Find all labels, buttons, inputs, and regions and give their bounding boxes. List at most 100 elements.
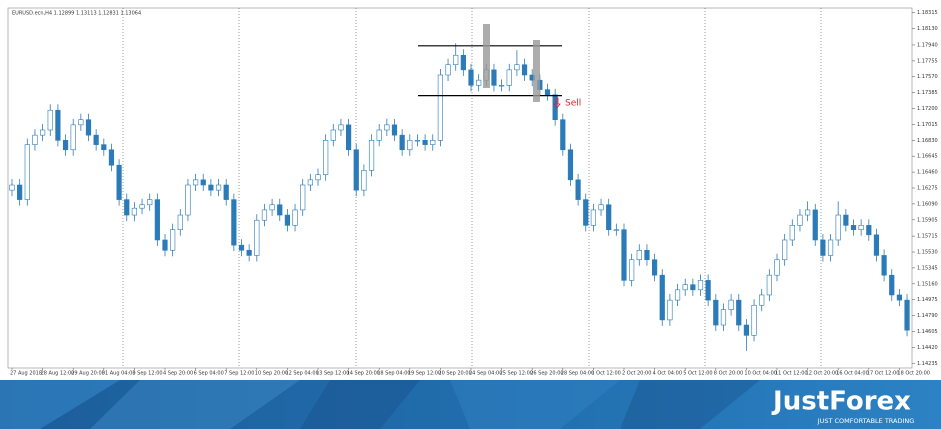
candle-body [629, 259, 635, 281]
candle-body [246, 249, 252, 256]
candle-body [238, 244, 245, 251]
candle-body [728, 299, 734, 310]
candle-body [736, 299, 742, 326]
y-tick-label: 1.17385 [917, 90, 938, 96]
candle-body [881, 255, 887, 276]
x-tick-label: 18 Oct 20:00 [897, 371, 930, 377]
plot-area [7, 7, 913, 369]
candle-body [376, 129, 382, 141]
candle-body [843, 214, 849, 226]
candle-body [743, 324, 749, 336]
x-tick-label: 13 Sep 12:00 [316, 371, 349, 377]
candle-body [575, 179, 581, 200]
candle-body [797, 214, 803, 226]
candle-body [101, 144, 107, 151]
candle-body [621, 229, 627, 281]
candle-body [85, 119, 92, 136]
candle-body [185, 184, 191, 216]
candle-body [353, 149, 359, 191]
candle-body [323, 140, 329, 175]
candle-body [889, 274, 895, 296]
candle-body [368, 140, 375, 171]
x-tick-label: 16 Oct 04:00 [836, 371, 869, 377]
y-tick-label: 1.16090 [917, 201, 938, 207]
candle-body [62, 140, 69, 151]
candle-body [330, 129, 336, 141]
highlight [483, 24, 490, 88]
candle-body [338, 124, 344, 131]
candle-body [315, 174, 321, 181]
candle-body [215, 184, 222, 191]
y-tick-label: 1.15160 [917, 281, 938, 287]
y-tick-label: 1.14235 [917, 361, 938, 367]
candle-body [835, 214, 841, 241]
x-tick-label: 25 Sep 12:00 [500, 371, 533, 377]
x-tick-label: 28 Aug 12:00 [41, 371, 75, 377]
candle-body [223, 184, 229, 200]
x-tick-label: 4 Oct 04:00 [653, 371, 682, 377]
candle-body [277, 204, 283, 216]
x-tick-label: 11 Oct 12:00 [775, 371, 808, 377]
candle-body [162, 239, 168, 251]
candle-body [78, 119, 84, 126]
candle-body [804, 209, 811, 216]
candle-body [560, 119, 566, 151]
x-tick-label: 28 Sep 04:00 [561, 371, 594, 377]
x-tick-label: 17 Oct 12:00 [867, 371, 900, 377]
candle-body [697, 280, 704, 291]
x-tick-label: 2 Oct 20:00 [622, 371, 651, 377]
candle-body [567, 149, 574, 181]
y-tick-label: 1.14975 [917, 297, 938, 303]
footer-banner [0, 380, 941, 429]
y-tick-label: 1.16275 [917, 186, 938, 192]
candle-body [384, 124, 390, 131]
candle-body [345, 124, 352, 151]
y-tick-label: 1.14605 [917, 329, 938, 335]
y-tick-label: 1.15905 [917, 217, 938, 223]
candle-body [300, 184, 306, 211]
chart-title: EURUSD.ecn,H4 1.12899 1.13113 1.12831 1.… [12, 11, 141, 17]
brand-tagline: JUST COMFORTABLE TRADING [817, 417, 915, 425]
candle-body [154, 199, 160, 241]
x-tick-label: 8 Oct 20:00 [714, 371, 743, 377]
x-tick-label: 29 Aug 20:00 [71, 371, 105, 377]
y-tick-label: 1.16460 [917, 170, 938, 176]
y-tick-label: 1.17940 [917, 42, 938, 48]
candle-body [131, 207, 138, 216]
x-tick-label: 26 Sep 20:00 [530, 371, 563, 377]
candle-body [422, 140, 428, 145]
candle-body [636, 249, 642, 261]
candle-body [751, 304, 757, 336]
candle-body [850, 225, 857, 230]
candle-body [460, 54, 466, 71]
y-tick-label: 1.17570 [917, 74, 938, 80]
x-tick-label: 10 Oct 04:00 [744, 371, 777, 377]
sell-arrow [553, 97, 561, 109]
candle-body [873, 234, 880, 256]
y-tick-label: 1.16830 [917, 138, 938, 144]
candle-body [284, 214, 291, 226]
candle-body [391, 124, 398, 136]
candle-body [437, 74, 444, 141]
x-tick-label: 5 Oct 12:00 [683, 371, 712, 377]
y-tick-label: 1.17200 [917, 106, 938, 112]
candle-body [789, 225, 795, 241]
annotation: Sell [565, 99, 581, 109]
candle-body [774, 259, 780, 276]
y-tick-label: 1.17755 [917, 58, 938, 64]
x-tick-label: 24 Sep 04:00 [469, 371, 502, 377]
candle-body [521, 64, 528, 76]
candle-body [200, 179, 206, 186]
candle-body [261, 209, 268, 221]
candle-body [407, 140, 413, 151]
x-tick-label: 6 Sep 04:00 [194, 371, 224, 377]
x-tick-label: 27 Aug 2018 [10, 371, 42, 377]
candle-body [32, 134, 38, 145]
candle-body [445, 64, 451, 76]
candle-body [583, 199, 589, 226]
candle-body [506, 69, 512, 86]
candle-body [453, 54, 459, 66]
x-tick-label: 14 Sep 20:00 [347, 371, 380, 377]
candle-body [170, 229, 176, 251]
candle-body [598, 204, 604, 211]
